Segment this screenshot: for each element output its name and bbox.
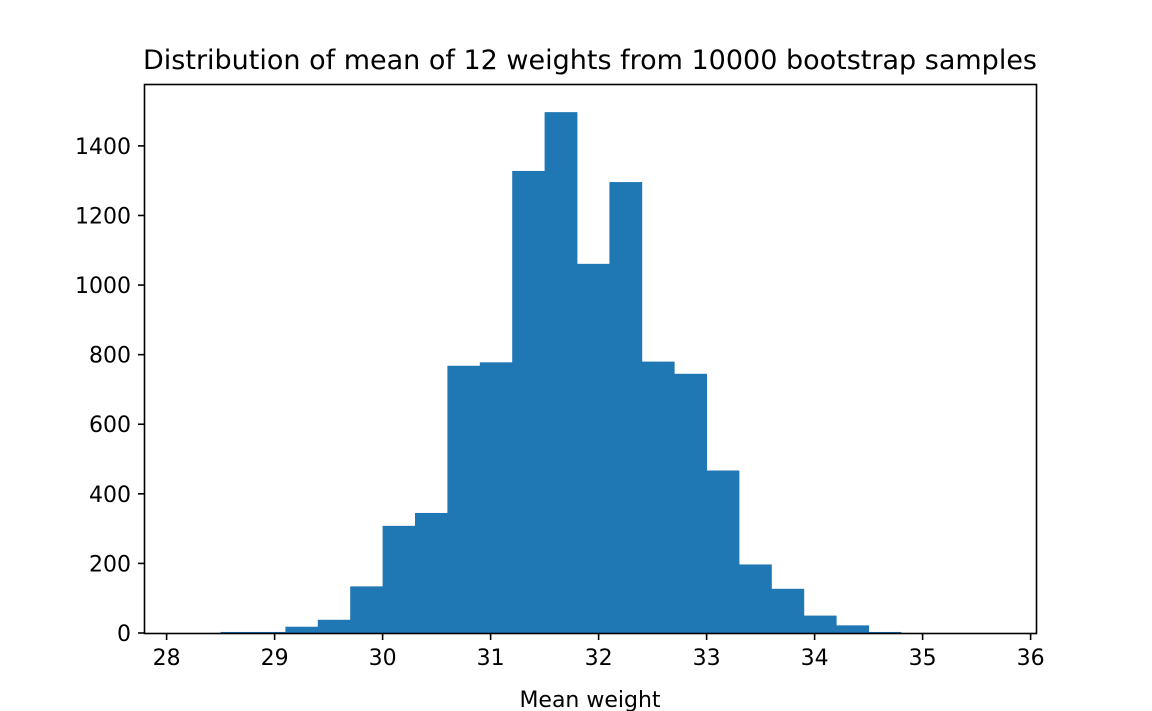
y-tick-label: 200	[89, 552, 131, 577]
x-tick-label: 36	[1017, 646, 1045, 671]
x-tick-label: 29	[261, 646, 289, 671]
histogram-bar	[317, 619, 351, 633]
chart-title: Distribution of mean of 12 weights from …	[143, 45, 1037, 76]
histogram-bar	[803, 615, 837, 633]
histogram-bar	[577, 263, 610, 633]
plot-frame	[143, 83, 1038, 635]
x-axis: 28 29 30 31 32 33 34 35 36	[153, 633, 1045, 671]
y-tick-label: 1200	[75, 204, 131, 229]
histogram-bar	[382, 525, 416, 633]
x-tick-label: 31	[477, 646, 505, 671]
x-tick-label: 35	[909, 646, 937, 671]
x-tick-label: 30	[369, 646, 397, 671]
histogram-bar	[674, 373, 707, 633]
y-tick-label: 800	[89, 344, 131, 369]
histogram-bar	[771, 588, 805, 633]
histogram-bar	[415, 512, 448, 633]
y-tick-label: 1400	[75, 135, 131, 160]
bars-group	[220, 112, 902, 633]
histogram-bar	[641, 361, 675, 633]
x-tick-label: 34	[801, 646, 829, 671]
x-tick-label: 32	[585, 646, 613, 671]
x-axis-label: Mean weight	[519, 688, 660, 711]
histogram-bar	[739, 564, 772, 633]
histogram-bar	[544, 112, 578, 633]
y-tick-label: 1000	[75, 274, 131, 299]
histogram-bar	[512, 170, 545, 633]
histogram-bar	[447, 365, 481, 633]
histogram-bar	[220, 631, 254, 633]
histogram-bar	[836, 625, 869, 633]
y-tick-label: 0	[117, 622, 131, 647]
x-tick-label: 33	[693, 646, 721, 671]
histogram-bar	[706, 470, 740, 633]
histogram-bar	[285, 626, 319, 633]
y-axis: 0 200 400 600 800 1000 1200 1400	[75, 135, 145, 647]
y-tick-label: 600	[89, 413, 131, 438]
histogram-bar	[479, 362, 513, 633]
histogram-bar	[868, 631, 902, 633]
histogram-bar	[253, 631, 286, 633]
histogram-bar	[350, 586, 383, 633]
histogram-bar	[609, 182, 643, 633]
y-tick-label: 400	[89, 483, 131, 508]
x-tick-label: 28	[153, 646, 181, 671]
